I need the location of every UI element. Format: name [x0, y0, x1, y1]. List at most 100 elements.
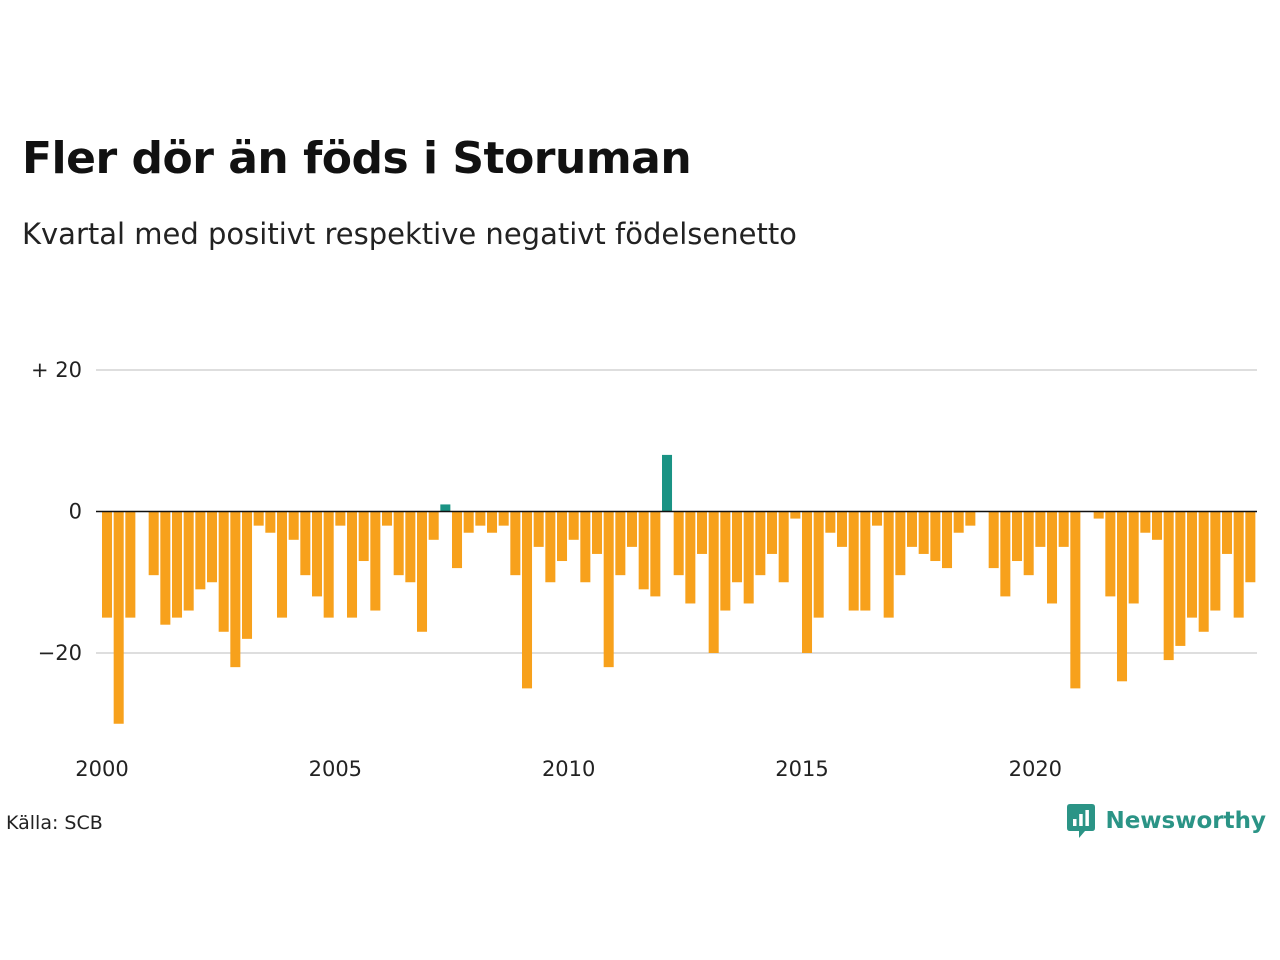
- bar-positive: [662, 454, 673, 512]
- bar-negative: [242, 511, 253, 639]
- bar-negative: [1128, 511, 1139, 604]
- bar-negative: [207, 511, 218, 583]
- bar-negative: [1023, 511, 1034, 576]
- bar-negative: [183, 511, 194, 611]
- bar-negative: [697, 511, 708, 554]
- bar-negative: [463, 511, 474, 533]
- bar-negative: [638, 511, 649, 590]
- bar-negative: [487, 511, 498, 533]
- bar-negative: [837, 511, 848, 547]
- bar-negative: [1000, 511, 1011, 597]
- bar-negative: [300, 511, 311, 576]
- bar-negative: [580, 511, 591, 583]
- bar-negative: [475, 511, 486, 526]
- source-note: Källa: SCB: [6, 812, 103, 834]
- bar-negative: [918, 511, 929, 554]
- bar-negative: [417, 511, 428, 632]
- bar-negative: [312, 511, 323, 597]
- bar-negative: [767, 511, 778, 554]
- bar-negative: [358, 511, 369, 562]
- bar-negative: [790, 511, 801, 519]
- bar-negative: [288, 511, 299, 540]
- bar-negative: [102, 511, 113, 618]
- brand-name: Newsworthy: [1105, 808, 1266, 834]
- bar-negative: [883, 511, 894, 618]
- bar-negative: [1012, 511, 1023, 562]
- bar-negative: [755, 511, 766, 576]
- bar-negative: [172, 511, 183, 618]
- bar-negative: [218, 511, 229, 632]
- y-tick-label: −20: [38, 641, 82, 665]
- bar-negative: [568, 511, 579, 540]
- bar-negative: [848, 511, 859, 611]
- bar-negative: [522, 511, 533, 689]
- bar-negative: [370, 511, 381, 611]
- bar-negative: [1035, 511, 1046, 547]
- bar-negative: [603, 511, 614, 668]
- bar-positive: [440, 504, 451, 512]
- bar-negative: [277, 511, 288, 618]
- chart-title: Fler dör än föds i Storuman: [22, 133, 692, 184]
- bar-negative: [253, 511, 264, 526]
- bar-negative: [802, 511, 813, 653]
- bar-negative: [335, 511, 346, 526]
- bar-negative: [1163, 511, 1174, 661]
- bar-negative: [405, 511, 416, 583]
- bar-negative: [1047, 511, 1058, 604]
- bar-negative: [1210, 511, 1221, 611]
- bar-negative: [148, 511, 159, 576]
- bar-negative: [1140, 511, 1151, 533]
- bar-negative: [685, 511, 696, 604]
- bar-negative: [557, 511, 568, 562]
- bar-negative: [1093, 511, 1104, 519]
- bar-negative: [125, 511, 136, 618]
- bar-negative: [732, 511, 743, 583]
- bar-negative: [1175, 511, 1186, 646]
- bar-negative: [1117, 511, 1128, 682]
- bar-negative: [673, 511, 684, 576]
- bar-negative: [813, 511, 824, 618]
- bar-negative: [113, 511, 124, 724]
- bar-negative: [1105, 511, 1116, 597]
- bar-negative: [942, 511, 953, 569]
- bar-negative: [860, 511, 871, 611]
- newsworthy-logo-icon: [1067, 804, 1096, 838]
- bar-negative: [743, 511, 754, 604]
- bar-negative: [452, 511, 463, 569]
- brand-logo: Newsworthy: [1067, 804, 1266, 838]
- bar-negative: [592, 511, 603, 554]
- y-axis-labels: + 20 0 −20: [31, 358, 82, 665]
- bar-negative: [1152, 511, 1163, 540]
- bars-layer: [102, 454, 1256, 724]
- bar-negative: [778, 511, 789, 583]
- bar-negative: [708, 511, 719, 653]
- bar-negative: [160, 511, 171, 625]
- bar-negative: [825, 511, 836, 533]
- bar-negative: [393, 511, 404, 576]
- bar-negative: [650, 511, 661, 597]
- bar-negative: [195, 511, 206, 590]
- bar-negative: [1233, 511, 1244, 618]
- bar-negative: [265, 511, 276, 533]
- bar-negative: [1245, 511, 1256, 583]
- grid-layer: [96, 369, 1257, 654]
- bar-negative: [533, 511, 544, 547]
- bar-negative: [1187, 511, 1198, 618]
- x-axis-labels: 2000 2005 2010 2015 2020: [75, 757, 1062, 781]
- bar-negative: [428, 511, 439, 540]
- bar-negative: [382, 511, 393, 526]
- x-tick-label: 2020: [1009, 757, 1062, 781]
- bar-negative: [872, 511, 883, 526]
- bar-negative: [1198, 511, 1209, 632]
- x-tick-label: 2015: [775, 757, 828, 781]
- y-tick-label: + 20: [31, 358, 82, 382]
- bar-negative: [907, 511, 918, 547]
- bar-negative: [510, 511, 521, 576]
- bar-negative: [988, 511, 999, 569]
- bar-negative: [615, 511, 626, 576]
- x-tick-label: 2010: [542, 757, 595, 781]
- bar-negative: [545, 511, 556, 583]
- bar-negative: [1222, 511, 1233, 554]
- bar-negative: [720, 511, 731, 611]
